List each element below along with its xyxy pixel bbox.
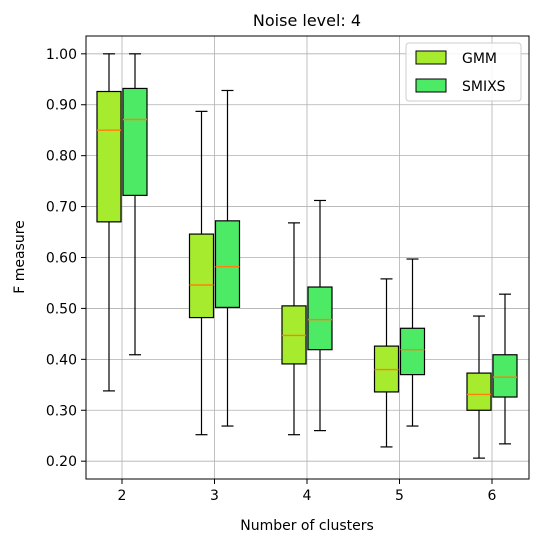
y-tick-label: 0.80 (46, 149, 77, 165)
box-smixs-4 (307, 199, 333, 432)
box-iqr (188, 233, 215, 319)
box-gmm-2 (96, 53, 122, 392)
box-iqr (492, 354, 518, 398)
box-iqr (96, 90, 122, 223)
y-tick-label: 0.20 (46, 454, 77, 470)
legend-label-smixs: SMIXS (462, 79, 506, 95)
x-axis-label: Number of clusters (240, 518, 374, 534)
grid (86, 36, 529, 479)
box-smixs-2 (122, 53, 148, 356)
box-iqr (399, 327, 426, 376)
legend-label-gmm: GMM (462, 51, 497, 67)
x-tick-label: 3 (210, 488, 219, 504)
box-gmm-4 (281, 222, 307, 436)
legend-swatch-gmm (415, 50, 447, 65)
box-gmm-6 (466, 315, 492, 459)
box-iqr (466, 372, 492, 411)
x-tick-label: 5 (395, 488, 404, 504)
y-tick-label: 0.40 (46, 352, 77, 368)
box-series (96, 53, 518, 459)
legend: GMM SMIXS (405, 42, 522, 102)
box-iqr (214, 220, 241, 309)
y-tick-label: 0.50 (46, 301, 77, 317)
chart-title: Noise level: 4 (253, 11, 361, 30)
y-tick-label: 0.70 (46, 200, 77, 216)
y-tick-label: 0.60 (46, 251, 77, 267)
box-iqr (307, 286, 333, 351)
y-axis-label: F measure (12, 220, 28, 294)
box-gmm-5 (373, 278, 400, 448)
axes: 0.20 0.30 0.40 0.50 0.60 0.70 0.80 0.90 1.00 2 3 4 5… (46, 47, 497, 504)
box-smixs-3 (214, 89, 241, 427)
box-smixs-5 (399, 258, 426, 427)
legend-swatch-smixs (415, 78, 447, 93)
x-tick-label: 6 (488, 488, 497, 504)
box-smixs-6 (492, 293, 518, 445)
y-tick-label: 0.30 (46, 403, 77, 419)
x-tick-label: 4 (303, 488, 312, 504)
x-tick-label: 2 (118, 488, 127, 504)
y-tick-label: 0.90 (46, 98, 77, 114)
box-gmm-3 (188, 110, 215, 436)
box-iqr (122, 87, 148, 196)
y-tick-label: 1.00 (46, 47, 77, 63)
